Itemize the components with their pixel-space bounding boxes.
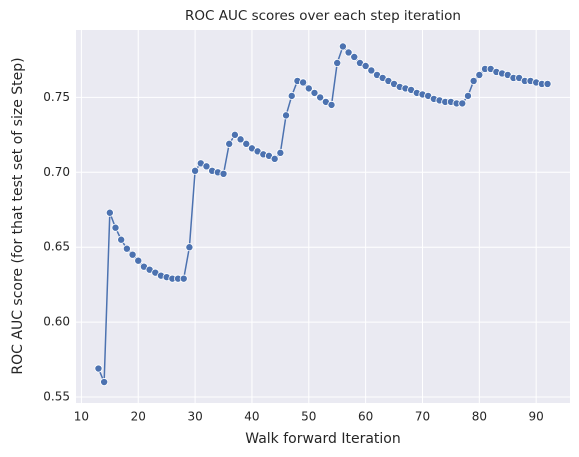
point [191,166,200,175]
point [94,364,103,373]
y-tick-label: 0.60 [43,315,70,329]
point [469,76,478,85]
point [310,88,319,97]
point [475,70,484,79]
point [361,61,370,70]
point [543,79,552,88]
point [338,42,347,51]
point [299,78,308,87]
x-tick-label: 60 [358,410,373,424]
point [316,93,325,102]
point [117,235,126,244]
point [458,99,467,108]
point [111,223,120,232]
point [344,48,353,57]
point [128,250,137,259]
point [179,274,188,283]
plot-area [76,30,570,403]
point [230,130,239,139]
point [270,154,279,163]
x-tick-label: 20 [131,410,146,424]
point [100,378,109,387]
x-tick-label: 90 [529,410,544,424]
point [185,243,194,252]
point [242,139,251,148]
point [105,208,114,217]
x-tick-label: 50 [301,410,316,424]
chart-title: ROC AUC scores over each step iteration [185,8,461,24]
point [225,139,234,148]
x-tick-label: 80 [472,410,487,424]
x-axis-label: Walk forward Iteration [245,431,400,447]
y-tick-label: 0.65 [43,240,70,254]
y-axis-label: ROC AUC score (for that test set of size… [10,57,26,374]
point [202,162,211,171]
point [134,256,143,265]
point [463,91,472,100]
point [219,169,228,178]
point [367,66,376,75]
point [236,135,245,144]
point [333,58,342,67]
x-tick-label: 30 [187,410,202,424]
x-tick-label: 40 [244,410,259,424]
point [122,244,131,253]
point [327,100,336,109]
point [350,52,359,61]
y-tick-label: 0.55 [43,390,70,404]
point [276,148,285,157]
point [282,111,291,120]
y-tick-label: 0.70 [43,165,70,179]
x-tick-label: 70 [415,410,430,424]
x-tick-label: 10 [74,410,89,424]
point [304,84,313,93]
point [287,91,296,100]
y-tick-label: 0.75 [43,90,70,104]
